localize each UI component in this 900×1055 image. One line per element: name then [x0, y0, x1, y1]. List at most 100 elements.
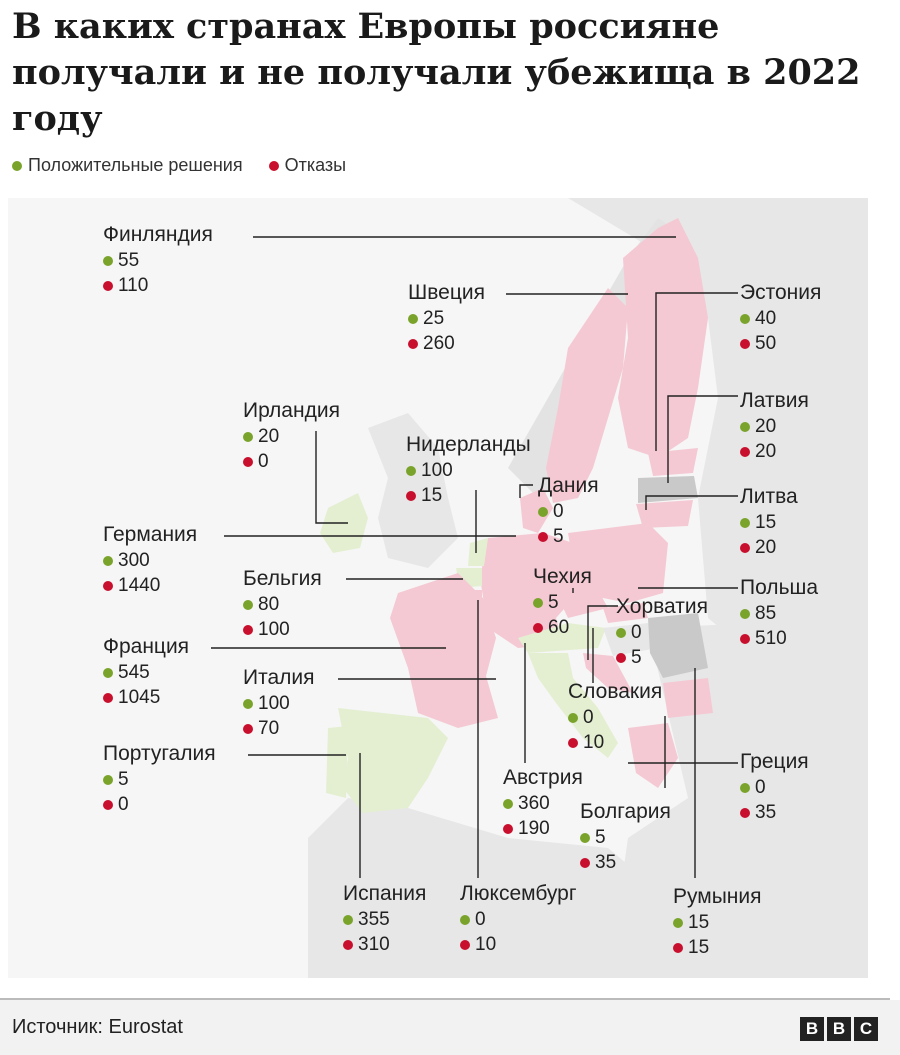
refusals-value: 260 — [423, 333, 455, 354]
positive-value: 100 — [258, 693, 290, 714]
country-czechia — [556, 590, 608, 618]
country-name: Дания — [538, 474, 599, 497]
red-dot-icon — [343, 939, 353, 950]
label-germany: Германия 300 1440 — [103, 522, 197, 598]
refusals-value: 0 — [118, 794, 129, 815]
refusals-value: 35 — [755, 802, 777, 823]
country-slovakia — [603, 603, 648, 623]
country-name: Бельгия — [243, 567, 322, 590]
label-estonia: Эстония 40 50 — [740, 280, 821, 356]
green-dot-icon — [343, 914, 353, 925]
green-dot-icon — [616, 627, 626, 638]
leader-ireland — [315, 431, 348, 524]
refusals-value: 60 — [548, 617, 570, 638]
positive-value: 55 — [118, 250, 140, 271]
country-name: Словакия — [568, 680, 663, 703]
country-name: Чехия — [533, 565, 592, 588]
country-italy — [528, 653, 618, 758]
leader-croatia — [587, 605, 618, 660]
red-dot-icon — [103, 580, 113, 591]
leader-estonia — [655, 292, 738, 451]
label-slovakia: Словакия 0 10 — [568, 679, 662, 755]
country-germany — [480, 533, 578, 648]
country-name: Италия — [243, 666, 315, 689]
country-name: Румыния — [673, 885, 762, 908]
logo-letter: C — [854, 1017, 878, 1041]
red-dot-icon — [533, 622, 543, 633]
label-finland: Финляндия 55 110 — [103, 222, 213, 298]
country-poland — [568, 523, 668, 603]
red-dot-icon — [740, 542, 750, 553]
positive-value: 0 — [553, 501, 564, 522]
positive-value: 40 — [755, 308, 777, 329]
leader-lines — [211, 236, 738, 878]
green-dot-icon — [243, 599, 253, 610]
red-dot-icon — [538, 531, 548, 542]
green-dot-icon — [740, 313, 750, 324]
land-north — [568, 198, 868, 668]
country-name: Португалия — [103, 742, 216, 765]
country-bulgaria — [663, 678, 713, 718]
red-dot-icon — [616, 652, 626, 663]
leader-lithuania — [645, 495, 738, 510]
country-name: Франция — [103, 635, 190, 658]
country-finland — [618, 218, 708, 458]
refusals-value: 100 — [258, 619, 290, 640]
label-spain: Испания 355 310 — [343, 881, 426, 957]
label-belgium: Бельгия 80 100 — [243, 566, 322, 642]
red-dot-icon — [103, 799, 113, 810]
refusals-value: 510 — [755, 628, 787, 649]
refusals-value: 5 — [553, 526, 564, 547]
red-dot-icon — [243, 456, 253, 467]
green-dot-icon — [243, 698, 253, 709]
refusals-value: 20 — [755, 537, 777, 558]
refusals-value: 0 — [258, 451, 269, 472]
refusals-value: 15 — [688, 937, 710, 958]
red-dot-icon — [243, 624, 253, 635]
label-czechia: Чехия 5 60 — [533, 564, 592, 640]
positive-value: 5 — [548, 592, 559, 613]
green-dot-icon — [740, 421, 750, 432]
country-name: Испания — [343, 882, 427, 905]
country-name: Германия — [103, 523, 198, 546]
label-portugal: Португалия 5 0 — [103, 741, 216, 817]
bbc-logo: B B C — [800, 1017, 878, 1041]
positive-value: 5 — [595, 827, 606, 848]
refusals-value: 1045 — [118, 687, 161, 708]
label-bulgaria: Болгария 5 35 — [580, 799, 671, 875]
red-dot-icon — [268, 160, 279, 171]
positive-value: 100 — [421, 460, 453, 481]
red-dot-icon — [103, 280, 113, 291]
refusals-value: 70 — [258, 718, 280, 739]
country-lithuania — [636, 500, 693, 528]
country-name: Швеция — [408, 281, 485, 304]
red-dot-icon — [568, 737, 578, 748]
green-dot-icon — [533, 597, 543, 608]
label-romania: Румыния 15 15 — [673, 884, 762, 960]
refusals-value: 310 — [358, 934, 390, 955]
positive-value: 5 — [118, 769, 129, 790]
refusals-value: 190 — [518, 818, 550, 839]
red-dot-icon — [503, 823, 513, 834]
legend-positive-label: Положительные решения — [28, 155, 243, 175]
red-dot-icon — [740, 338, 750, 349]
refusals-value: 110 — [118, 275, 149, 296]
country-name: Финляндия — [103, 223, 213, 246]
country-name: Нидерланды — [406, 433, 531, 456]
positive-value: 0 — [631, 622, 642, 643]
refusals-value: 20 — [755, 441, 777, 462]
green-dot-icon — [740, 517, 750, 528]
land-africa — [308, 798, 688, 978]
green-dot-icon — [673, 917, 683, 928]
green-dot-icon — [103, 774, 113, 785]
logo-letter: B — [827, 1017, 851, 1041]
country-spain — [338, 708, 448, 813]
legend-refusals: Отказы — [268, 155, 346, 176]
country-name: Греция — [740, 750, 809, 773]
green-dot-icon — [12, 160, 22, 171]
positive-value: 545 — [118, 662, 150, 683]
label-sweden: Швеция 25 260 — [408, 280, 485, 356]
green-dot-icon — [568, 712, 578, 723]
positive-value: 0 — [755, 777, 766, 798]
footer-divider — [0, 998, 890, 1000]
